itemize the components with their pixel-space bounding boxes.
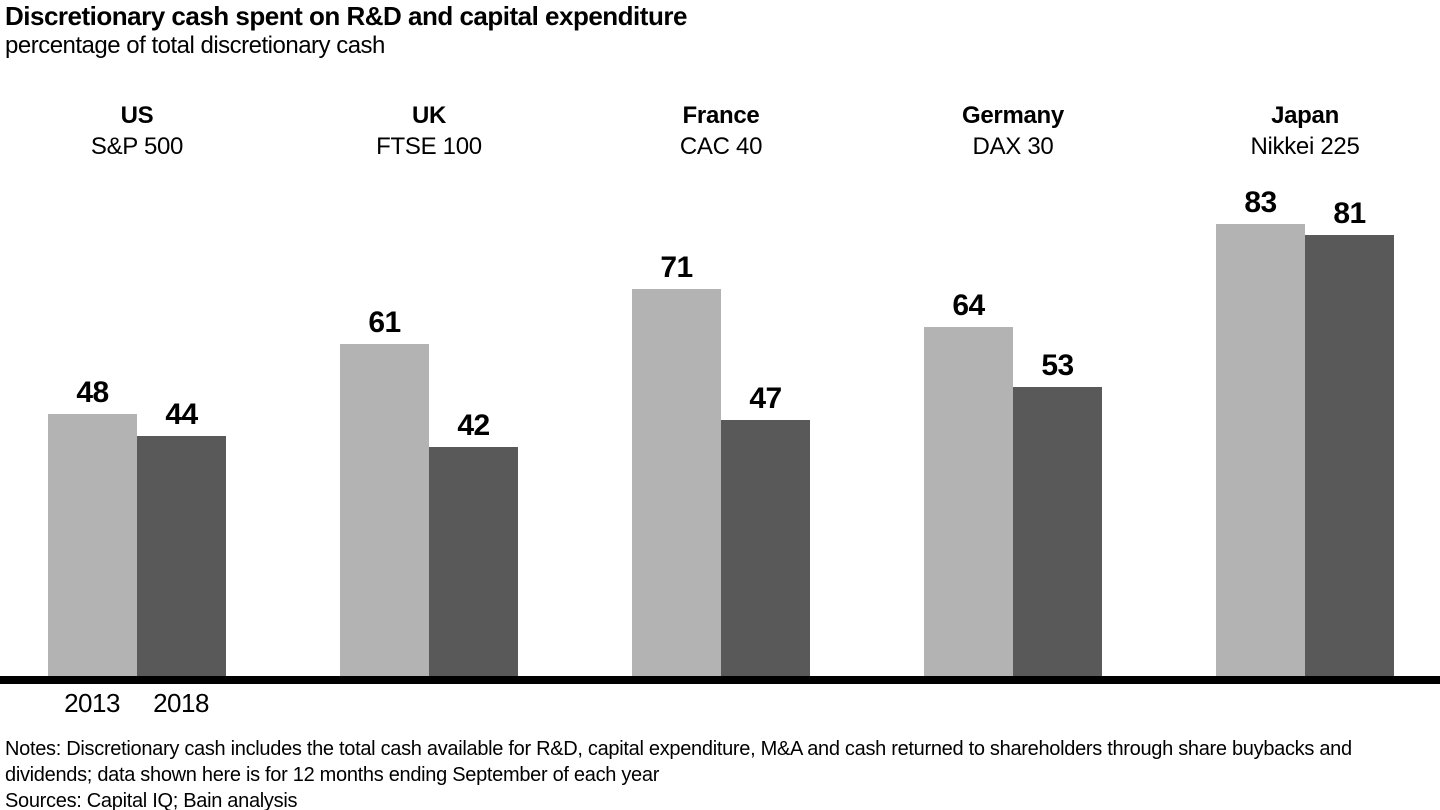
notes-text: Notes: Discretionary cash includes the t… — [5, 738, 1352, 786]
bar-2013-japan: 83 — [1216, 186, 1305, 676]
group-index-label: S&P 500 — [90, 133, 184, 160]
bar-group-germany: Germany DAX 30 64 53 — [924, 100, 1102, 676]
bar-value-label: 47 — [749, 382, 782, 415]
bar-value-label: 71 — [660, 251, 693, 284]
bar-2013-uk: 61 — [340, 306, 429, 676]
bar-group-us: US S&P 500 48 44 — [48, 100, 226, 676]
group-index-label: DAX 30 — [972, 133, 1054, 160]
group-index-label: FTSE 100 — [376, 133, 482, 160]
group-country-label: Japan — [1271, 102, 1339, 129]
sources-text: Sources: Capital IQ; Bain analysis — [5, 790, 298, 810]
bar-value-label: 48 — [76, 376, 109, 409]
bar-group-japan: Japan Nikkei 225 83 81 — [1216, 100, 1394, 676]
bar-value-label: 44 — [165, 398, 198, 431]
x-axis-baseline — [0, 676, 1440, 684]
group-index-label: CAC 40 — [679, 133, 763, 160]
bar-value-label: 81 — [1333, 197, 1366, 230]
bar-value-label: 61 — [368, 306, 401, 339]
group-header-france: France CAC 40 — [632, 100, 810, 162]
bar-2013-germany: 64 — [924, 289, 1013, 676]
chart-subtitle: percentage of total discretionary cash — [5, 32, 385, 59]
chart-title: Discretionary cash spent on R&D and capi… — [5, 1, 687, 31]
group-index-label: Nikkei 225 — [1250, 133, 1360, 160]
group-header-germany: Germany DAX 30 — [924, 100, 1102, 162]
group-header-uk: UK FTSE 100 — [340, 100, 518, 162]
group-country-label: Germany — [962, 102, 1064, 129]
bar-2018-germany: 53 — [1013, 349, 1102, 676]
bar-group-uk: UK FTSE 100 61 42 — [340, 100, 518, 676]
bar-2013-france: 71 — [632, 251, 721, 676]
legend-year-2013: 2013 — [64, 688, 120, 718]
footer-notes-block: Notes: Discretionary cash includes the t… — [5, 736, 1437, 810]
bar-2018-japan: 81 — [1305, 197, 1394, 676]
bar-2018-us: 44 — [137, 398, 226, 676]
bar-value-label: 83 — [1244, 186, 1277, 219]
group-header-us: US S&P 500 — [48, 100, 226, 162]
legend-year-2018: 2018 — [153, 688, 209, 718]
group-country-label: US — [120, 102, 154, 129]
bar-value-label: 53 — [1041, 349, 1074, 382]
bar-2018-france: 47 — [721, 382, 810, 676]
bar-value-label: 64 — [952, 289, 985, 322]
bar-2018-uk: 42 — [429, 409, 518, 676]
group-country-label: France — [682, 102, 760, 129]
bar-2013-us: 48 — [48, 376, 137, 676]
bar-group-france: France CAC 40 71 47 — [632, 100, 810, 676]
bar-value-label: 42 — [457, 409, 490, 442]
group-header-japan: Japan Nikkei 225 — [1216, 100, 1394, 162]
group-country-label: UK — [411, 102, 447, 129]
